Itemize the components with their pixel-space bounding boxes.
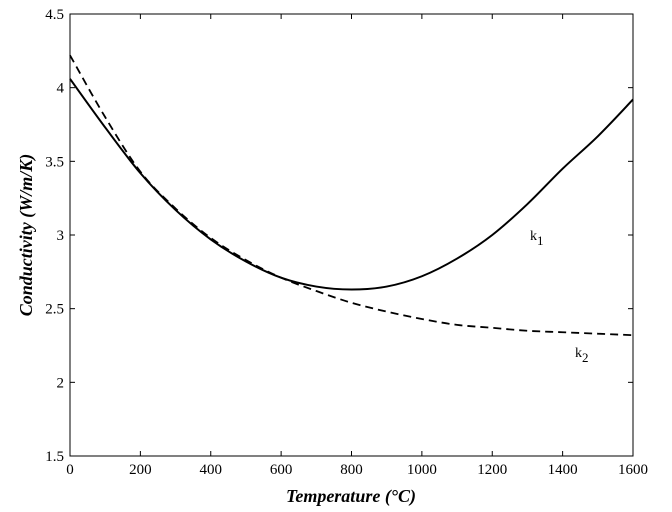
series-k2-line [69,54,634,337]
y-tick-label: 4.5 [45,7,64,23]
x-tick-label: 200 [129,462,152,478]
series-label-k2: k2 [575,346,589,365]
x-tick-label: 600 [270,462,293,478]
y-tick-label: 3.5 [45,154,64,170]
series-label-subscript: 2 [582,350,589,365]
y-tick-label: 4 [57,81,65,97]
series-k1-line [69,78,634,291]
x-axis-title: Temperature (°C) [286,486,416,507]
series-label-k1: k1 [530,229,544,248]
series-label-subscript: 1 [537,233,544,248]
y-tick-label: 2 [57,375,65,391]
y-axis-title: Conductivity (W/m/K) [16,154,37,317]
x-tick-label: 400 [200,462,223,478]
x-tick-label: 1200 [477,462,507,478]
series-labels: k1 k2 [530,229,589,365]
series-lines [69,54,634,337]
y-tick-label: 1.5 [45,449,64,465]
x-tick-label: 1400 [548,462,578,478]
x-tick-label: 1000 [407,462,437,478]
x-tick-label: 800 [340,462,363,478]
x-tick-label: 0 [66,462,74,478]
axis-ticks [69,13,634,457]
plot-frame [69,13,634,457]
tick-labels: 0 200 400 600 800 1000 1200 1400 1600 1.5 2 2.5 3 3.5… [45,7,648,478]
y-tick-label: 3 [57,228,65,244]
y-tick-label: 2.5 [45,302,64,318]
x-tick-label: 1600 [618,462,648,478]
